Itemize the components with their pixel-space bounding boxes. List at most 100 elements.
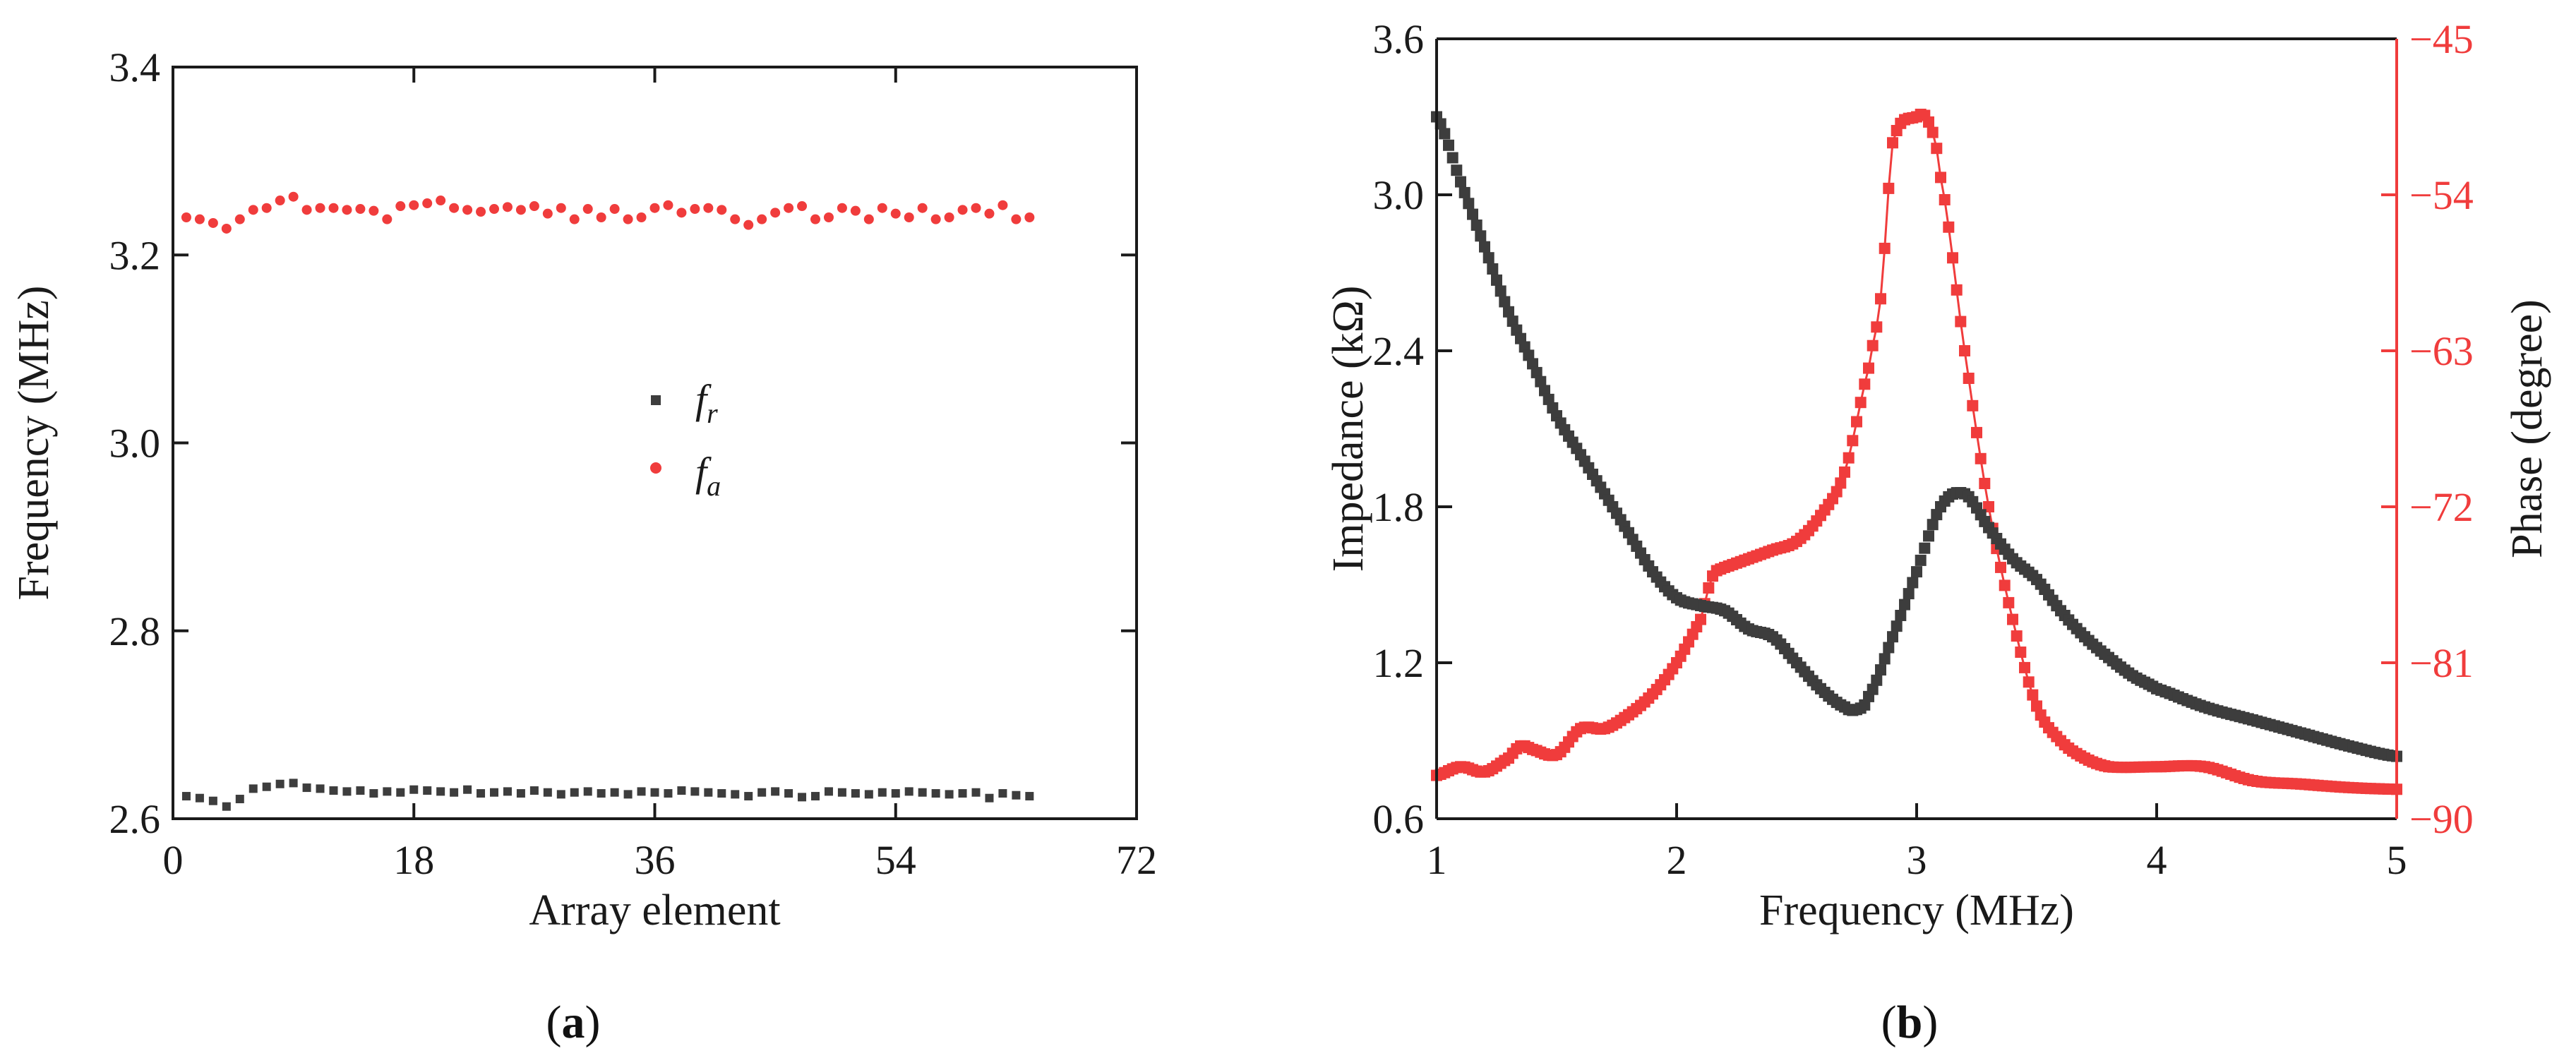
fa-point [261, 203, 272, 213]
fa-point [529, 201, 539, 212]
fa-point [462, 205, 473, 215]
fa-point [409, 200, 419, 210]
fr-point [302, 783, 311, 793]
chart-b-x-tick-label: 4 [2147, 837, 2167, 883]
impedance-point [1883, 642, 1895, 654]
impedance-point [1875, 664, 1886, 676]
phase-point [1935, 172, 1946, 184]
fr-point [490, 788, 498, 797]
fr-point [222, 802, 231, 811]
chart-b-y2-tick-label: −72 [2409, 484, 2474, 530]
fr-point [356, 786, 365, 795]
chart-a-y-tick-label: 3.4 [109, 44, 161, 90]
phase-point [1855, 397, 1867, 409]
fa-point [649, 203, 660, 213]
fa-point [636, 212, 647, 222]
fa-point [181, 212, 191, 222]
phase-point [1967, 399, 1979, 411]
fr-point [677, 786, 686, 795]
phase-point [1863, 362, 1874, 374]
fr-point [918, 788, 927, 797]
chart-b-y2-tick-label: −81 [2409, 640, 2474, 686]
phase-point [1851, 416, 1862, 428]
fr-point [837, 788, 846, 797]
fa-point [1024, 212, 1035, 222]
fa-point [757, 214, 767, 224]
impedance-point [1467, 208, 1478, 220]
fr-point [931, 789, 940, 798]
fr-point [463, 785, 472, 794]
fa-point [810, 214, 820, 224]
impedance-point [1439, 128, 1451, 140]
chart-a-y-axis-label: Frequency (MHz) [10, 286, 58, 601]
fr-point [181, 792, 191, 801]
fr-point [235, 795, 244, 804]
phase-point [1955, 315, 1967, 327]
fr-point [811, 792, 820, 801]
fa-point [676, 208, 687, 218]
fr-point [195, 793, 204, 802]
legend-fa-label: fa [695, 449, 721, 502]
fr-point [289, 779, 298, 788]
fa-point [556, 203, 566, 213]
impedance-point [1482, 252, 1494, 264]
fr-point [998, 789, 1007, 798]
fr-point [248, 784, 258, 793]
phase-point [1879, 242, 1891, 254]
phase-point [1947, 252, 1958, 264]
fa-point [449, 203, 460, 213]
panel-label-a: (a) [546, 997, 601, 1048]
chart-a-y-tick-label: 3.2 [109, 232, 161, 278]
fa-point [930, 214, 941, 224]
impedance-point [1451, 164, 1463, 176]
fr-point [529, 786, 539, 795]
fr-point [409, 785, 419, 794]
fa-point [784, 203, 794, 213]
impedance-point [1535, 375, 1547, 387]
fr-point [516, 789, 525, 798]
fa-point [917, 203, 928, 213]
fa-point [837, 203, 847, 213]
fa-point [663, 200, 673, 210]
chart-a-x-tick-label: 36 [635, 837, 676, 883]
fr-point [731, 790, 740, 799]
phase-point [1695, 613, 1706, 625]
fa-point [476, 207, 486, 217]
fa-point [984, 208, 995, 219]
fr-point [503, 787, 512, 796]
phase-point [1927, 126, 1939, 138]
impedance-point [1470, 220, 1482, 231]
chart-a-x-tick-label: 54 [875, 837, 916, 883]
fa-point [730, 214, 741, 224]
impedance-point [1915, 554, 1927, 566]
chart-b: 1 2 3 4 5 0.6 1.2 1.8 2.4 3.0 3.6 −90 −81 −72 −63 −54 −4… [1324, 16, 2551, 934]
fa-point [489, 204, 499, 215]
fa-point [770, 208, 781, 218]
phase-point [2011, 630, 2023, 642]
fr-point [824, 787, 833, 796]
chart-a-marks [181, 191, 1035, 811]
phase-point [2007, 613, 2018, 625]
impedance-point [1927, 519, 1939, 531]
fr-point [690, 787, 700, 796]
fa-point [957, 205, 968, 215]
legend-fr-marker [651, 395, 661, 405]
fa-point [904, 212, 914, 222]
fa-point [797, 201, 808, 212]
phase-point [1887, 137, 1898, 149]
impedance-point [1503, 306, 1514, 318]
fr-point [704, 788, 713, 797]
fa-point [863, 214, 874, 224]
phase-point [1883, 182, 1895, 194]
impedance-point [1455, 176, 1466, 188]
impedance-point [1891, 620, 1903, 632]
phase-point [1975, 452, 1987, 464]
fa-point [382, 214, 393, 224]
fa-point [717, 205, 727, 215]
impedance-point [1494, 285, 1506, 297]
fa-point [248, 205, 258, 215]
chart-b-y-tick-label: 3.6 [1373, 16, 1425, 62]
fa-point [234, 214, 245, 224]
fa-point [971, 203, 981, 213]
fa-point [890, 208, 901, 219]
